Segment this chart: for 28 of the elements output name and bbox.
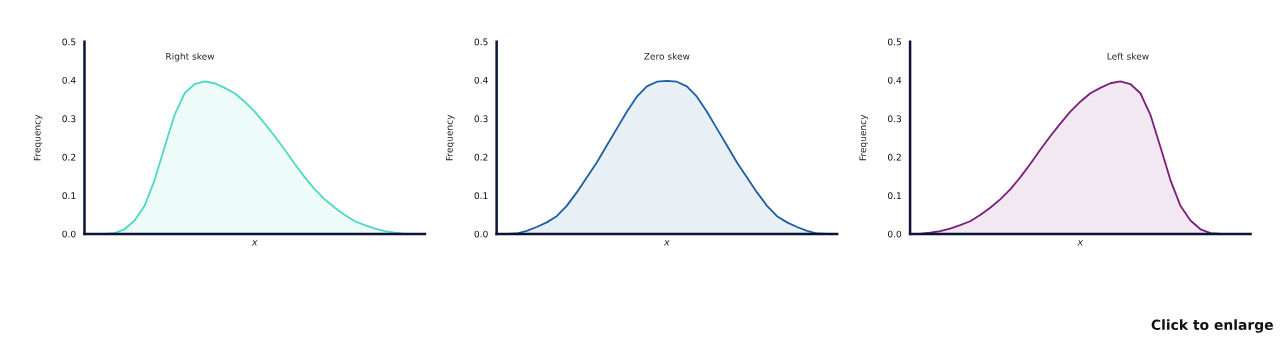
- y-tick-label: 0.5: [887, 38, 901, 46]
- x-axis-title: x: [663, 240, 670, 246]
- y-tick-label: 0.2: [887, 153, 901, 161]
- y-tick-label: 0.0: [474, 230, 488, 238]
- y-axis-title: Frequency: [33, 114, 43, 161]
- y-tick-label: 0.1: [474, 192, 488, 200]
- y-tick-label: 0.2: [62, 153, 76, 161]
- y-tick-label: 0.4: [62, 76, 76, 84]
- y-tick-label: 0.3: [474, 115, 488, 123]
- y-tick-label: 0.1: [62, 192, 76, 200]
- y-tick-label: 0.4: [887, 76, 902, 84]
- y-axis-title: Frequency: [859, 114, 868, 161]
- y-tick-label: 0.3: [887, 115, 902, 123]
- y-tick-label: 0.4: [474, 76, 488, 84]
- text: Right skew: [166, 52, 215, 62]
- y-tick-label: 0.0: [887, 230, 902, 238]
- x-axis-title: x: [1077, 240, 1084, 246]
- x-axis-title: x: [251, 240, 258, 246]
- y-tick-label: 0.5: [474, 38, 488, 46]
- y-axis-title: Frequency: [446, 114, 455, 161]
- y-tick-label: 0.1: [887, 192, 901, 200]
- text: Click to enlarge: [1151, 319, 1273, 333]
- text: Left skew: [1107, 52, 1149, 60]
- y-tick-label: 0.5: [62, 38, 76, 46]
- text: Zero skew: [644, 52, 690, 60]
- y-tick-label: 0.0: [62, 230, 76, 238]
- y-tick-label: 0.3: [62, 115, 76, 123]
- y-tick-label: 0.2: [474, 153, 488, 161]
